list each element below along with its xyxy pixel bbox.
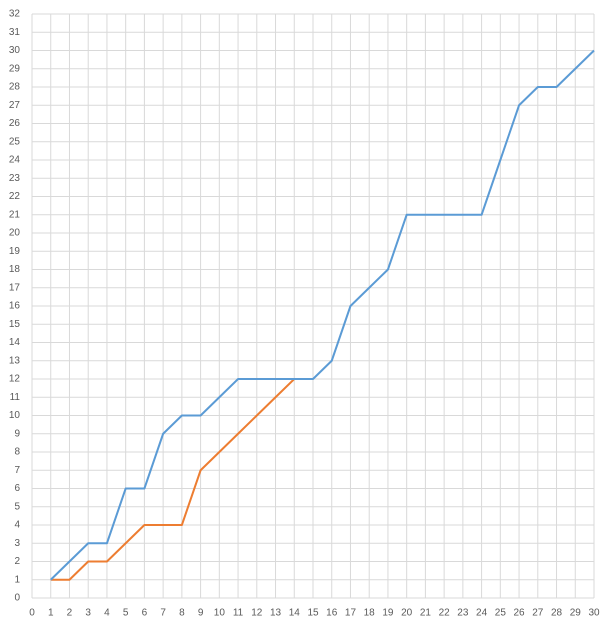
x-tick-label: 3 xyxy=(85,608,91,619)
y-tick-label: 3 xyxy=(14,538,20,549)
x-tick-label: 0 xyxy=(29,608,35,619)
x-tick-label: 19 xyxy=(382,608,394,619)
y-tick-label: 26 xyxy=(9,118,21,129)
x-tick-label: 1 xyxy=(48,608,54,619)
y-tick-label: 9 xyxy=(14,428,20,439)
x-tick-label: 26 xyxy=(514,608,526,619)
x-tick-label: 24 xyxy=(476,608,488,619)
x-tick-label: 11 xyxy=(233,608,244,619)
y-tick-label: 31 xyxy=(9,27,21,38)
y-tick-label: 10 xyxy=(9,410,21,421)
x-tick-label: 8 xyxy=(179,608,185,619)
y-tick-label: 24 xyxy=(9,155,21,166)
x-tick-label: 6 xyxy=(142,608,148,619)
x-tick-label: 21 xyxy=(420,608,432,619)
y-tick-label: 11 xyxy=(10,392,21,403)
y-tick-label: 25 xyxy=(9,136,21,147)
y-tick-label: 19 xyxy=(9,246,21,257)
x-tick-label: 17 xyxy=(345,608,357,619)
y-tick-label: 12 xyxy=(9,374,21,385)
x-tick-label: 13 xyxy=(270,608,282,619)
y-tick-label: 18 xyxy=(9,264,21,275)
y-tick-label: 22 xyxy=(9,191,21,202)
y-tick-label: 8 xyxy=(14,447,20,458)
x-tick-label: 2 xyxy=(67,608,73,619)
y-tick-label: 6 xyxy=(14,483,20,494)
y-tick-label: 2 xyxy=(14,556,20,567)
y-tick-label: 27 xyxy=(9,100,21,111)
x-tick-label: 12 xyxy=(251,608,263,619)
x-tick-label: 9 xyxy=(198,608,204,619)
x-tick-label: 29 xyxy=(570,608,582,619)
x-tick-label: 10 xyxy=(214,608,226,619)
x-tick-label: 18 xyxy=(364,608,376,619)
y-tick-label: 5 xyxy=(14,501,20,512)
y-tick-label: 32 xyxy=(9,9,21,20)
x-tick-label: 20 xyxy=(401,608,413,619)
x-tick-label: 4 xyxy=(104,608,110,619)
y-tick-label: 30 xyxy=(9,45,21,56)
x-tick-label: 30 xyxy=(588,608,600,619)
series-line xyxy=(50,49,595,581)
x-tick-label: 5 xyxy=(123,608,129,619)
series-line xyxy=(50,378,313,581)
y-tick-label: 13 xyxy=(9,355,21,366)
y-tick-label: 29 xyxy=(9,63,21,74)
x-tick-label: 15 xyxy=(307,608,319,619)
y-tick-label: 21 xyxy=(9,209,21,220)
y-tick-label: 23 xyxy=(9,173,21,184)
x-tick-label: 27 xyxy=(532,608,544,619)
y-tick-label: 15 xyxy=(9,319,21,330)
x-tick-label: 16 xyxy=(326,608,338,619)
y-tick-label: 20 xyxy=(9,228,21,239)
x-tick-label: 25 xyxy=(495,608,507,619)
y-tick-label: 4 xyxy=(14,520,20,531)
y-tick-label: 17 xyxy=(9,282,21,293)
y-tick-label: 14 xyxy=(9,337,21,348)
x-tick-label: 28 xyxy=(551,608,563,619)
y-tick-label: 28 xyxy=(9,82,21,93)
y-tick-label: 0 xyxy=(14,593,20,604)
y-tick-label: 1 xyxy=(14,574,20,585)
y-tick-label: 16 xyxy=(9,301,21,312)
x-tick-label: 22 xyxy=(439,608,451,619)
y-tick-label: 7 xyxy=(14,465,20,476)
x-tick-label: 7 xyxy=(160,608,166,619)
x-tick-label: 23 xyxy=(457,608,469,619)
x-tick-label: 14 xyxy=(289,608,301,619)
